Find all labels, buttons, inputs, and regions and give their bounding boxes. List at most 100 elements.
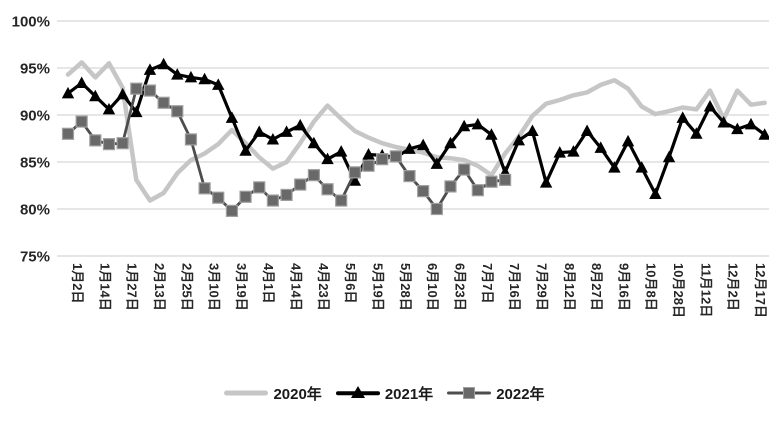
x-tick-label: 6月10日 (425, 263, 440, 311)
triangle-marker-icon (403, 142, 416, 154)
triangle-marker-icon (130, 105, 143, 118)
x-tick-label: 4月23日 (316, 263, 331, 311)
triangle-marker-icon (280, 125, 293, 137)
triangle-marker-icon (444, 136, 457, 149)
x-tick-label: 3月10日 (207, 263, 222, 311)
triangle-marker-icon (335, 145, 348, 157)
triangle-marker-icon (485, 128, 498, 140)
triangle-marker-icon (649, 187, 662, 199)
square-marker-icon (212, 191, 225, 204)
triangle-marker-icon (239, 144, 252, 156)
x-tick-label: 5月6日 (343, 263, 358, 303)
x-tick-label: 12月2日 (726, 263, 741, 311)
square-marker-icon (157, 96, 170, 109)
square-marker-icon (184, 133, 198, 146)
y-tick-label: 80% (20, 202, 50, 219)
square-marker-icon (471, 184, 484, 197)
x-tick-label: 4月1日 (261, 263, 276, 303)
triangle-marker-icon (539, 176, 553, 188)
x-tick-label: 11月12日 (698, 263, 713, 317)
square-marker-icon (430, 202, 443, 216)
triangle-marker-icon (171, 68, 184, 80)
square-marker-icon (321, 183, 334, 196)
square-marker-icon (225, 204, 239, 217)
square-marker-icon (335, 194, 348, 207)
triangle-marker-icon (184, 70, 198, 83)
square-marker-icon (294, 178, 307, 191)
triangle-marker-icon (307, 136, 321, 149)
triangle-marker-icon (758, 128, 769, 140)
legend-swatch-2022-square (447, 386, 492, 400)
y-tick-label: 90% (20, 108, 50, 125)
triangle-marker-icon (690, 127, 703, 139)
x-tick-label: 2月25日 (179, 263, 194, 311)
x-tick-label: 5月19日 (371, 263, 386, 311)
square-marker-icon (143, 84, 157, 97)
x-tick-label: 2月13日 (152, 263, 167, 311)
x-tick-label: 5月28日 (398, 263, 413, 311)
series-line-2021年 (66, 62, 767, 196)
triangle-marker-icon (89, 89, 102, 102)
square-marker-icon (280, 188, 293, 201)
triangle-marker-icon (294, 118, 307, 131)
triangle-marker-icon (430, 157, 444, 169)
x-tick-label: 7月16日 (507, 263, 522, 311)
legend-label-2022: 2022年 (496, 385, 545, 403)
triangle-marker-icon (362, 147, 375, 160)
y-tick-label: 95% (20, 61, 50, 78)
triangle-marker-icon (594, 141, 607, 153)
square-marker-icon (499, 173, 512, 186)
square-marker-icon (171, 105, 184, 118)
square-marker-icon (417, 185, 430, 198)
legend-item-2020: 2020年 (224, 383, 322, 404)
triangle-marker-icon (157, 57, 170, 70)
triangle-marker-icon (348, 174, 362, 186)
triangle-marker-icon (567, 145, 580, 157)
triangle-marker-icon (416, 138, 430, 151)
legend-label-2021: 2021年 (384, 385, 434, 403)
x-tick-label: 3月19日 (234, 263, 249, 311)
square-marker-icon (130, 82, 143, 95)
triangle-marker-icon (717, 116, 730, 128)
series-line-2020年 (65, 60, 767, 203)
triangle-marker-icon (350, 386, 365, 399)
square-marker-icon (266, 194, 279, 207)
square-marker-icon (444, 180, 457, 193)
triangle-marker-icon (198, 72, 211, 85)
x-tick-label: 7月7日 (480, 263, 495, 303)
triangle-marker-icon (731, 122, 744, 135)
square-marker-icon (61, 127, 75, 140)
triangle-marker-icon (143, 63, 157, 75)
square-marker-icon (75, 115, 88, 128)
legend-item-2021: 2021年 (335, 383, 434, 404)
triangle-marker-icon (580, 124, 594, 136)
x-tick-label: 1月14日 (97, 263, 112, 311)
legend-item-2022: 2022年 (447, 383, 545, 404)
triangle-marker-icon (744, 117, 758, 130)
square-marker-icon (463, 387, 476, 399)
y-tick-label: 85% (20, 155, 50, 172)
x-tick-label: 8月27日 (589, 263, 604, 311)
triangle-marker-icon (526, 124, 539, 136)
square-marker-icon (376, 153, 389, 166)
x-tick-label: 8月12日 (562, 263, 577, 311)
triangle-marker-icon (703, 100, 717, 112)
legend-swatch-2020-line (224, 386, 269, 400)
y-tick-label: 75% (20, 249, 50, 266)
triangle-marker-icon (116, 87, 129, 100)
x-tick-label: 4月14日 (289, 263, 304, 311)
square-marker-icon (348, 166, 361, 179)
x-tick-label: 7月29日 (534, 263, 549, 311)
triangle-marker-icon (471, 117, 484, 130)
triangle-marker-icon (75, 76, 88, 89)
square-marker-icon (253, 181, 266, 194)
square-marker-icon (362, 159, 375, 172)
triangle-marker-icon (512, 133, 525, 146)
triangle-marker-icon (266, 132, 280, 145)
square-marker-icon (307, 169, 320, 182)
gridlines (57, 20, 769, 257)
legend-label-2020: 2020年 (273, 385, 322, 403)
triangle-marker-icon (621, 134, 635, 147)
square-marker-icon (403, 170, 416, 183)
